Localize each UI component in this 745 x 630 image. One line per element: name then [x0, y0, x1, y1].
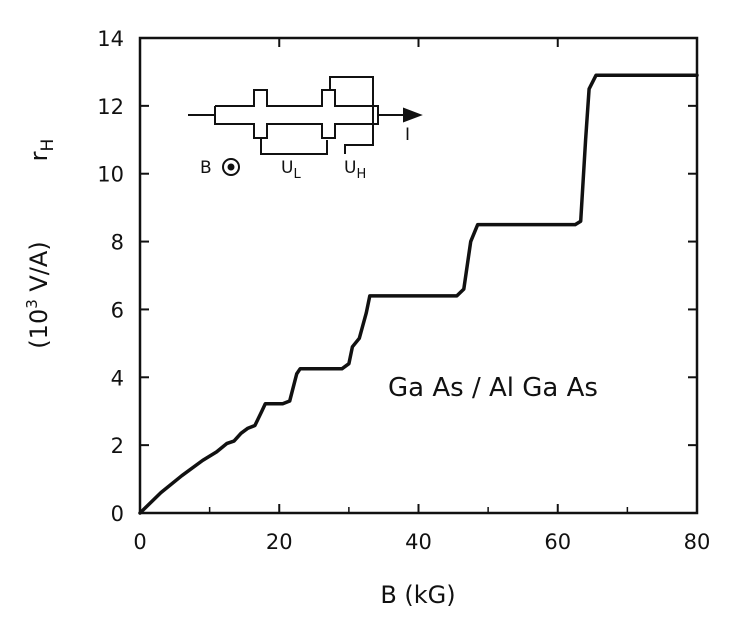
y-tick-label: 6	[111, 298, 124, 322]
hall-bar-outline	[214, 89, 379, 139]
hall-voltage-probe	[329, 76, 374, 154]
longitudinal-voltage-probe	[260, 138, 328, 155]
current-arrow-head	[403, 107, 423, 123]
y-tick-label: 10	[97, 163, 124, 187]
material-annotation: Ga As / Al Ga As	[388, 373, 598, 403]
x-axis-tick-labels: 0 20 40 60 80	[133, 530, 710, 554]
x-tick-label: 40	[405, 530, 432, 554]
y-tick-label: 2	[111, 434, 124, 458]
y-tick-label: 0	[111, 502, 124, 526]
x-axis-title: B (kG)	[380, 581, 455, 609]
y-axis-unit-suffix: V/A)	[25, 241, 53, 299]
series-line-hall-resistance	[138, 73, 699, 515]
inset-sample-diagram	[188, 76, 423, 176]
x-tick-label: 60	[544, 530, 571, 554]
x-tick-label: 0	[133, 530, 146, 554]
inset-current-label: I	[405, 125, 410, 145]
plot-frame	[138, 36, 699, 515]
inset-ul-label: UL	[281, 158, 301, 182]
y-axis-unit-exponent: 3	[23, 299, 41, 309]
series-group	[138, 73, 699, 515]
y-axis-unit-prefix: (10	[25, 309, 53, 349]
y-axis-tick-labels: 0 2 4 6 8 10 12 14	[97, 27, 124, 526]
y-axis-title: (103 V/A)	[23, 241, 53, 348]
b-field-symbol	[222, 158, 240, 176]
y-axis-symbol: rH	[25, 139, 58, 162]
svg-text:rH: rH	[25, 139, 58, 162]
y-axis-symbol-sub: H	[38, 139, 58, 152]
y-axis-symbol-main: r	[25, 151, 53, 161]
x-axis-ticks	[139, 38, 698, 513]
inset-b-label: B	[200, 158, 212, 178]
y-tick-label: 4	[111, 366, 124, 390]
b-field-dot	[227, 163, 235, 171]
x-tick-label: 80	[684, 530, 711, 554]
y-tick-label: 14	[97, 27, 124, 51]
x-tick-label: 20	[266, 530, 293, 554]
inset-uh-label: UH	[344, 158, 366, 182]
y-axis-ticks	[140, 37, 697, 514]
y-tick-label: 8	[111, 231, 124, 255]
y-tick-label: 12	[97, 95, 124, 119]
svg-text:(103 V/A): (103 V/A)	[23, 241, 53, 348]
plot-border	[138, 36, 699, 515]
